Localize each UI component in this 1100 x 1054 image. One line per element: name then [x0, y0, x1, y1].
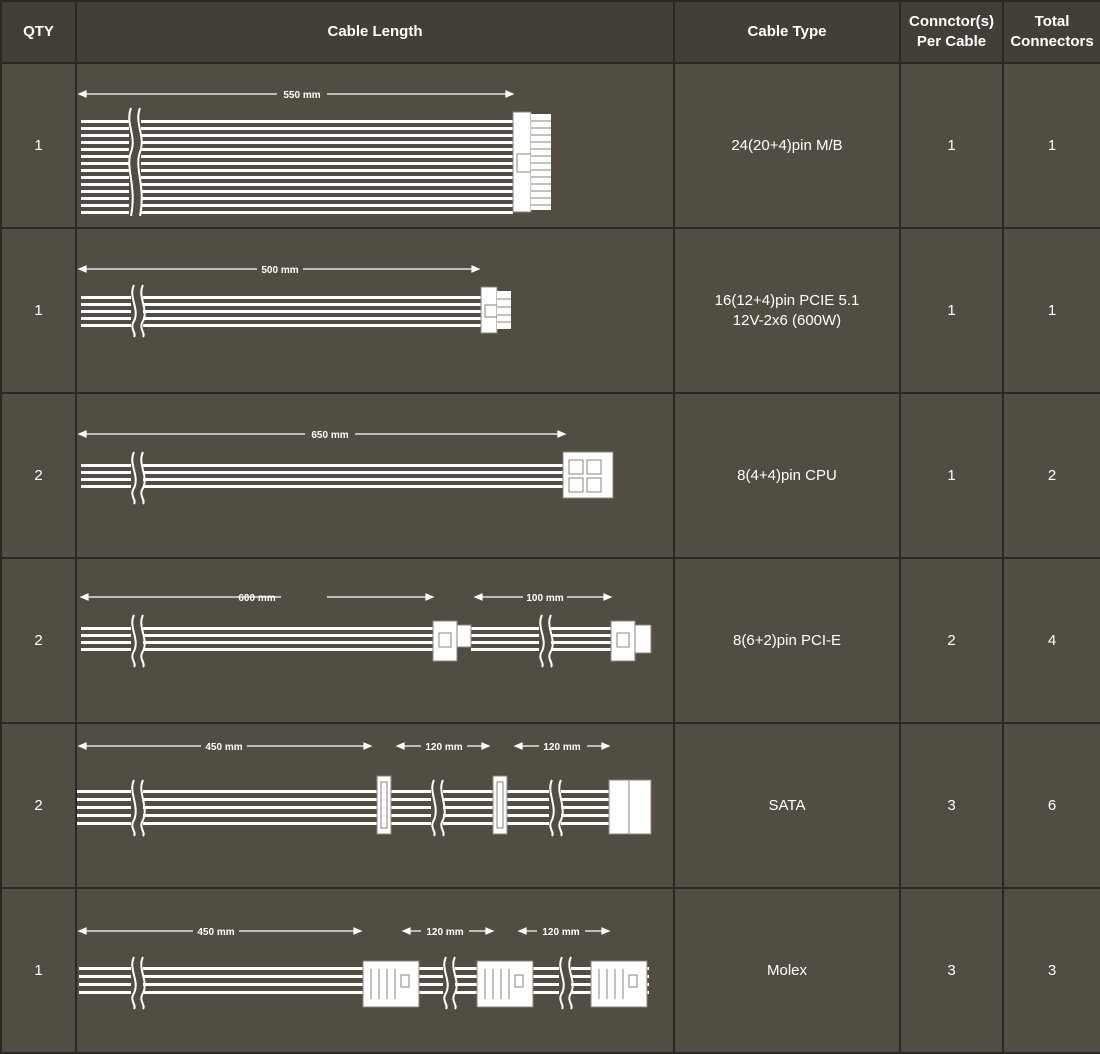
- table-row: 2 600 mm 100 mm: [0, 557, 1100, 724]
- dimension-arrow: [395, 742, 491, 750]
- qty-cell: 1: [0, 887, 77, 1054]
- connector-cpu-icon: [562, 451, 614, 499]
- cable-break-icon: [131, 614, 554, 668]
- length-label: 600 mm: [238, 593, 275, 604]
- qty-cell: 2: [0, 392, 77, 559]
- cable-wires: [81, 627, 611, 651]
- dimension-arrow: [77, 430, 567, 438]
- length-label: 650 mm: [311, 430, 348, 441]
- cable-break-icon: [131, 779, 564, 837]
- dimension-arrow: [79, 593, 435, 601]
- header-total-connectors: Total Connectors: [1002, 0, 1100, 64]
- cable-wires: [81, 120, 513, 214]
- header-cable-length: Cable Length: [75, 0, 675, 64]
- dimension-arrow: [513, 742, 611, 750]
- length-label: 450 mm: [205, 742, 242, 753]
- dimension-arrow: [473, 593, 613, 601]
- connector-molex-icon: [362, 960, 420, 1008]
- cable-type-line1: 16(12+4)pin PCIE 5.1: [714, 291, 860, 309]
- cable-diagram-molex: 450 mm 120 mm 120 mm: [77, 927, 649, 1010]
- table-row: 1 550 mm: [0, 62, 1100, 229]
- cable-length-cell: 450 mm 120 mm 120 mm: [75, 887, 675, 1054]
- qty-cell: 1: [0, 62, 77, 229]
- dimension-arrow: [77, 90, 515, 98]
- per-cable-cell: 3: [899, 722, 1004, 889]
- length-label: 500 mm: [261, 265, 298, 276]
- cable-diagram-pcie: 600 mm 100 mm: [79, 593, 652, 668]
- qty-cell: 2: [0, 722, 77, 889]
- connector-sata-icon: [492, 775, 508, 835]
- header-total-connectors-line2: Connectors: [1010, 33, 1094, 50]
- cable-type-cell: 24(20+4)pin M/B: [673, 62, 901, 229]
- header-cable-type: Cable Type: [673, 0, 901, 64]
- per-cable-cell: 1: [899, 62, 1004, 229]
- header-connectors-per-cable: Connctor(s) Per Cable: [899, 0, 1004, 64]
- connector-24pin-icon: [512, 111, 551, 213]
- cable-break-icon: [128, 107, 143, 220]
- length-label: 550 mm: [283, 90, 320, 101]
- cable-type-line2: 12V-2x6 (600W): [732, 311, 842, 329]
- connector-sata-icon: [608, 779, 652, 835]
- cable-type-cell: 8(6+2)pin PCI-E: [673, 557, 901, 724]
- header-connectors-per-cable-line2: Per Cable: [916, 33, 987, 50]
- dimension-arrow: [517, 927, 611, 935]
- cable-diagram-cpu: 650 mm: [77, 430, 614, 505]
- cable-length-cell: 650 mm: [75, 392, 675, 559]
- cable-wires: [77, 790, 611, 825]
- length-label: 100 mm: [526, 593, 563, 604]
- cable-break-icon: [131, 284, 146, 338]
- per-cable-cell: 3: [899, 887, 1004, 1054]
- cable-length-cell: 550 mm: [75, 62, 675, 229]
- cable-wires: [81, 296, 483, 327]
- length-label: 120 mm: [426, 927, 463, 938]
- cable-break-icon: [131, 451, 146, 505]
- cable-length-cell: 600 mm 100 mm: [75, 557, 675, 724]
- header-row: QTY Cable Length Cable Type Connctor(s) …: [0, 0, 1100, 64]
- table-row: 1 500 mm: [0, 227, 1100, 394]
- cable-break-icon: [131, 956, 574, 1010]
- header-total-connectors-line1: Total: [1034, 13, 1070, 30]
- per-cable-cell: 2: [899, 557, 1004, 724]
- cable-type-cell: 16(12+4)pin PCIE 5.1 12V-2x6 (600W): [673, 227, 901, 394]
- cable-diagram-24pin: 550 mm: [77, 90, 551, 220]
- connector-molex-icon: [590, 960, 648, 1008]
- dimension-arrow: [401, 927, 495, 935]
- connector-pcie-icon: [610, 620, 652, 662]
- qty-cell: 2: [0, 557, 77, 724]
- total-cell: 1: [1002, 62, 1100, 229]
- cable-diagram-sata: 450 mm 120 mm 120 mm: [77, 742, 652, 837]
- dimension-arrow: [77, 265, 481, 273]
- table-row: 2 650 mm: [0, 392, 1100, 559]
- cable-wires: [81, 464, 565, 488]
- total-cell: 6: [1002, 722, 1100, 889]
- length-label: 450 mm: [197, 927, 234, 938]
- header-qty: QTY: [0, 0, 77, 64]
- connector-pcie-icon: [432, 620, 472, 662]
- per-cable-cell: 1: [899, 392, 1004, 559]
- dimension-arrow: [77, 742, 373, 750]
- total-cell: 2: [1002, 392, 1100, 559]
- cable-diagram-16pin: 500 mm: [77, 265, 511, 338]
- cable-length-cell: 450 mm 120 mm 120 mm: [75, 722, 675, 889]
- qty-cell: 1: [0, 227, 77, 394]
- total-cell: 4: [1002, 557, 1100, 724]
- per-cable-cell: 1: [899, 227, 1004, 394]
- connector-sata-icon: [376, 775, 392, 835]
- table-row: 1 450 mm 120 mm: [0, 887, 1100, 1054]
- dimension-arrow: [77, 927, 363, 935]
- connector-16pin-icon: [480, 286, 511, 334]
- length-label: 120 mm: [425, 742, 462, 753]
- cable-type-cell: Molex: [673, 887, 901, 1054]
- connector-molex-icon: [476, 960, 534, 1008]
- cable-length-cell: 500 mm: [75, 227, 675, 394]
- cable-type-cell: SATA: [673, 722, 901, 889]
- total-cell: 1: [1002, 227, 1100, 394]
- total-cell: 3: [1002, 887, 1100, 1054]
- length-label: 120 mm: [542, 927, 579, 938]
- length-label: 120 mm: [543, 742, 580, 753]
- table-row: 2 450 mm 120 mm: [0, 722, 1100, 889]
- cable-type-cell: 8(4+4)pin CPU: [673, 392, 901, 559]
- header-connectors-per-cable-line1: Connctor(s): [909, 13, 994, 30]
